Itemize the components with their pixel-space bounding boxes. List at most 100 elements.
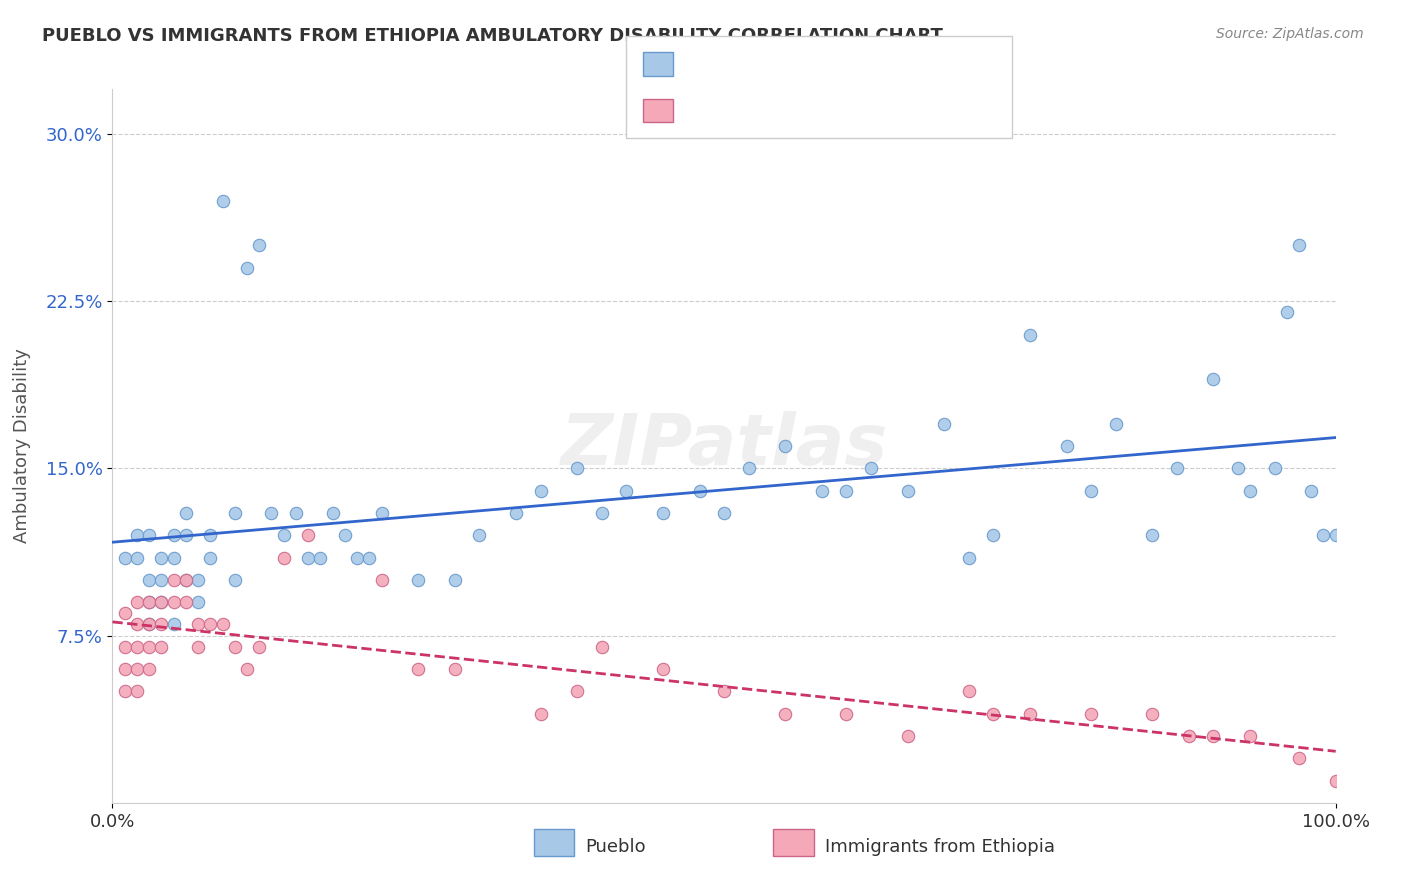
Point <box>309 550 332 565</box>
Point <box>138 662 160 676</box>
Point <box>114 550 136 565</box>
Point <box>1239 729 1261 743</box>
Point <box>957 684 980 698</box>
Point <box>1288 751 1310 765</box>
Text: 0.045: 0.045 <box>727 58 789 77</box>
Point <box>737 461 759 475</box>
Point <box>1202 372 1225 386</box>
Point <box>835 706 858 721</box>
Point <box>322 506 344 520</box>
Point <box>211 194 233 208</box>
Point <box>236 260 259 275</box>
Text: 70: 70 <box>835 58 862 77</box>
Y-axis label: Ambulatory Disability: Ambulatory Disability <box>14 349 31 543</box>
Point <box>297 528 319 542</box>
Point <box>163 573 186 587</box>
Point <box>125 550 148 565</box>
Point <box>138 528 160 542</box>
Point <box>125 684 148 698</box>
Point <box>163 528 186 542</box>
Point <box>114 640 136 654</box>
Point <box>775 706 797 721</box>
Point <box>150 550 173 565</box>
Point <box>187 595 209 609</box>
Point <box>174 573 197 587</box>
Point <box>187 573 209 587</box>
Point <box>1264 461 1286 475</box>
Point <box>150 573 173 587</box>
Point <box>1142 528 1164 542</box>
Point <box>284 506 308 520</box>
Point <box>1288 238 1310 252</box>
Point <box>1275 305 1298 319</box>
Point <box>163 595 186 609</box>
Point <box>200 528 222 542</box>
Point <box>614 483 637 498</box>
Point <box>114 607 136 621</box>
Point <box>224 640 246 654</box>
Point <box>370 573 392 587</box>
Point <box>1226 461 1249 475</box>
Point <box>981 528 1004 542</box>
Point <box>897 483 920 498</box>
Point <box>370 506 392 520</box>
Point <box>138 595 160 609</box>
Point <box>163 617 186 632</box>
Point <box>1324 528 1347 542</box>
Point <box>1178 729 1201 743</box>
Point <box>1056 439 1078 453</box>
Point <box>346 550 368 565</box>
Point <box>174 573 197 587</box>
Point <box>957 550 980 565</box>
Point <box>359 550 381 565</box>
Point <box>652 662 675 676</box>
Point <box>236 662 259 676</box>
Text: -0.194: -0.194 <box>727 103 796 123</box>
Point <box>1301 483 1323 498</box>
Point <box>1202 729 1225 743</box>
Point <box>652 506 675 520</box>
Point <box>934 417 956 431</box>
Point <box>174 528 197 542</box>
Point <box>1018 706 1040 721</box>
Point <box>125 528 148 542</box>
Point <box>591 640 613 654</box>
Point <box>529 483 551 498</box>
Point <box>981 706 1004 721</box>
Point <box>333 528 356 542</box>
Point <box>273 528 295 542</box>
Point <box>150 640 173 654</box>
Point <box>1104 417 1126 431</box>
Point <box>408 573 430 587</box>
Point <box>187 640 209 654</box>
Point <box>1080 483 1102 498</box>
Point <box>811 483 834 498</box>
Point <box>163 550 186 565</box>
Point <box>775 439 797 453</box>
Point <box>114 684 136 698</box>
Point <box>297 550 319 565</box>
Point <box>174 595 197 609</box>
Point <box>125 617 148 632</box>
Text: ZIPatlas: ZIPatlas <box>561 411 887 481</box>
Point <box>859 461 882 475</box>
Point <box>529 706 551 721</box>
Text: R =: R = <box>685 58 727 77</box>
Point <box>1080 706 1102 721</box>
Point <box>505 506 527 520</box>
Point <box>211 617 233 632</box>
Text: N =: N = <box>804 103 848 123</box>
Point <box>273 550 295 565</box>
Point <box>897 729 920 743</box>
Point <box>713 506 735 520</box>
Point <box>1018 327 1040 342</box>
Point <box>125 595 148 609</box>
Point <box>150 617 173 632</box>
Point <box>200 617 222 632</box>
Point <box>125 640 148 654</box>
Point <box>187 617 209 632</box>
Point <box>1324 773 1347 788</box>
Point <box>408 662 430 676</box>
Point <box>591 506 613 520</box>
Point <box>567 684 589 698</box>
